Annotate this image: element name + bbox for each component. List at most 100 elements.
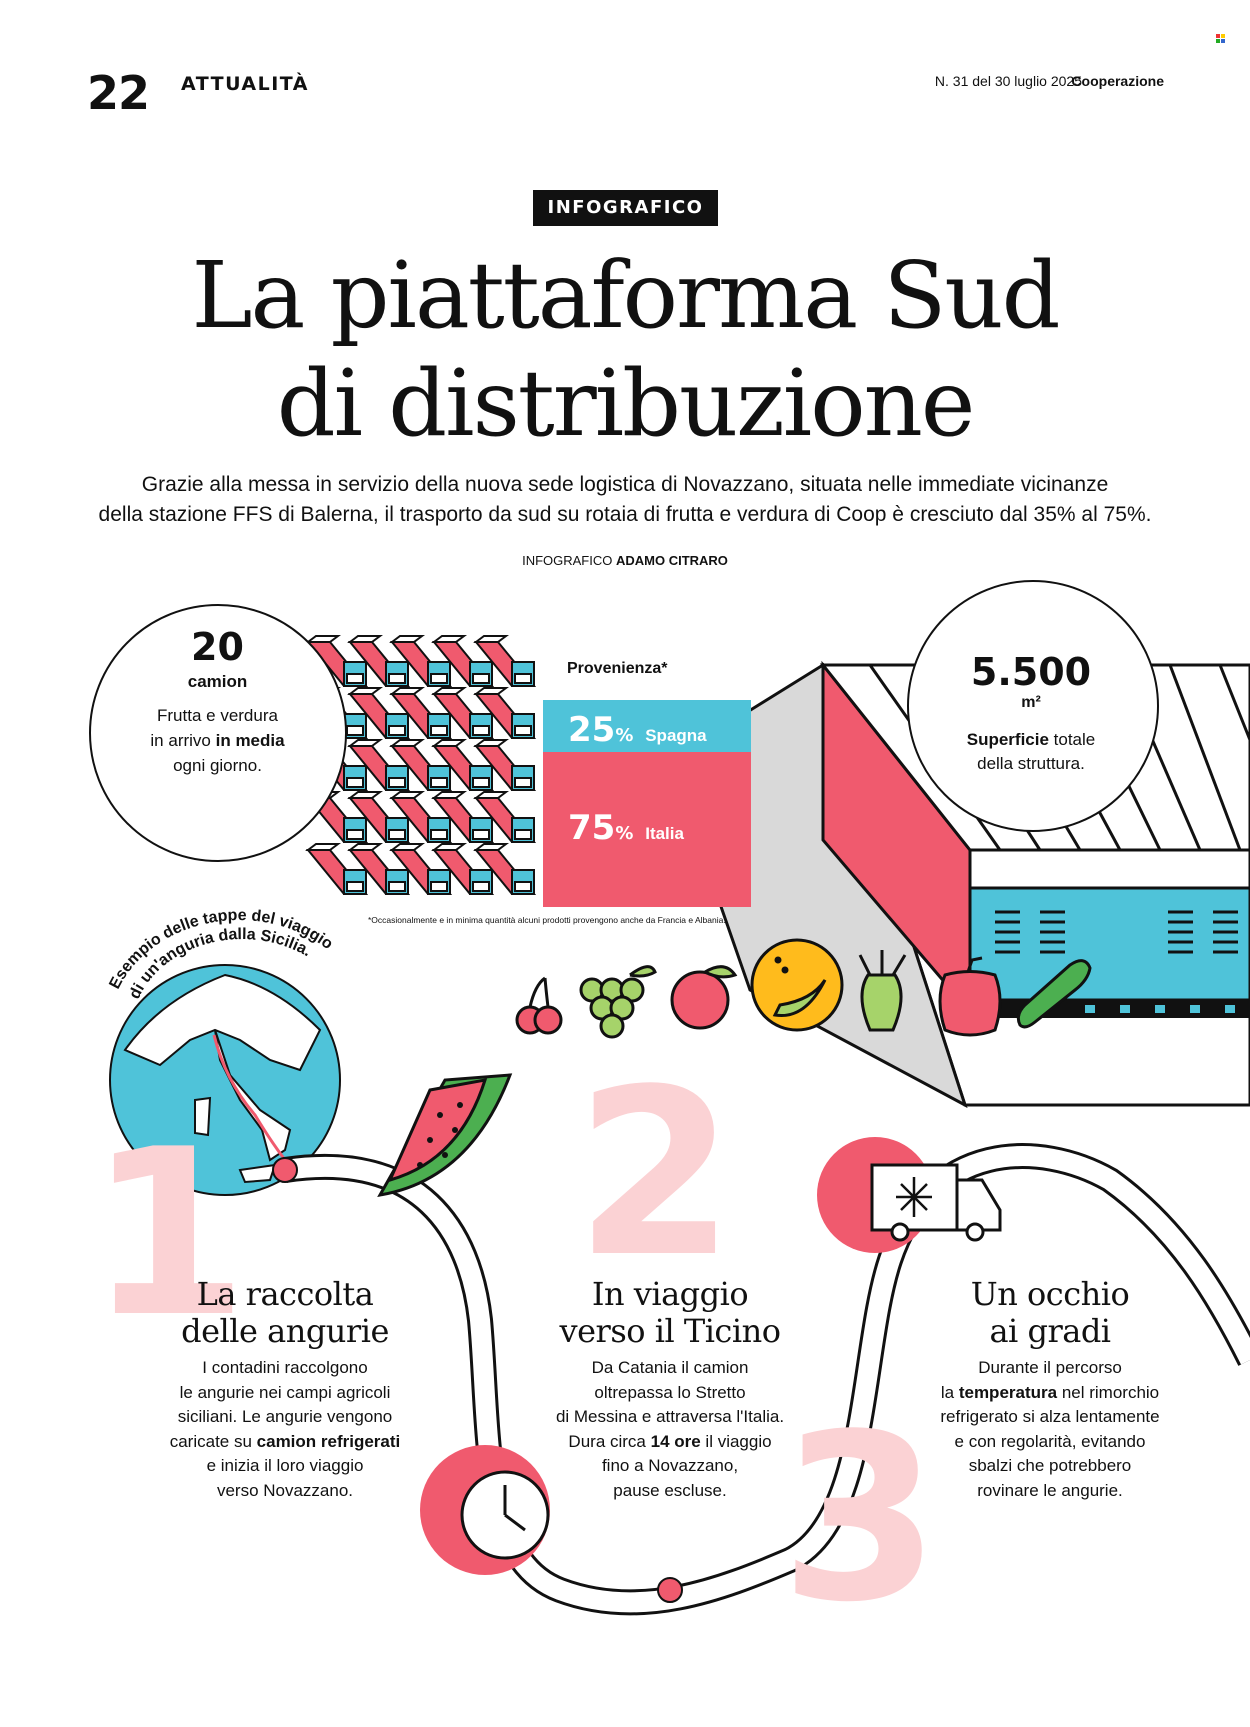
trucks-description: Frutta e verdura in arrivo in media ogni… (130, 703, 305, 778)
truck-roof (389, 843, 425, 851)
truck-grill (346, 673, 364, 684)
step-2-line: pause escluse. (613, 1480, 727, 1500)
truck-grill (430, 725, 448, 736)
truck-roof (473, 791, 509, 799)
step-3-plain: la (940, 1382, 959, 1402)
bar-italia (543, 752, 751, 907)
truck-stack-illustration (305, 635, 537, 895)
step-3-line: rovinare le angurie. (977, 1480, 1123, 1500)
truck-grill (472, 881, 490, 892)
truck-roof (389, 635, 425, 643)
italy-label: Italia (645, 824, 684, 843)
globe-caption: Esempio delle tappe del viaggio di un'an… (106, 907, 336, 1000)
trucks-desc-plain: in arrivo (150, 731, 211, 750)
lede: Grazie alla messa in servizio della nuov… (60, 470, 1190, 530)
step-3-line: la temperatura nel rimorchio (915, 1381, 1185, 1406)
truck-grill (514, 673, 532, 684)
step-1-title-line-1: La raccolta (196, 1275, 374, 1313)
step-1-line: le angurie nei campi agricoli (179, 1382, 391, 1402)
step-2-line: fino a Novazzano, (601, 1456, 739, 1475)
step-number-2: 2 (575, 1041, 736, 1308)
step-2-title-line-1: In viaggio (591, 1275, 749, 1313)
title-line-2: di distribuzione (276, 350, 976, 457)
step-1-line: siciliani. Le angurie vengono (177, 1407, 393, 1426)
truck-roof (431, 687, 467, 695)
trucks-desc-line-1: Frutta e verdura (157, 706, 278, 725)
truck-grill (514, 829, 532, 840)
origin-footnote: *Occasionalmente e in minima quantità al… (368, 915, 726, 925)
globe-map-illustration (109, 964, 341, 1196)
step-2-line: di Messina e attraversa l'Italia. (555, 1407, 785, 1426)
truck-roof (347, 635, 383, 643)
truck-grill (430, 881, 448, 892)
step-2-plain: il viaggio (700, 1431, 772, 1451)
truck-grill (346, 881, 364, 892)
title-line-1: La piattaforma Sud (191, 242, 1060, 349)
credit: INFOGRAFICO ADAMO CITRARO (0, 553, 1250, 568)
area-desc-bold: Superficie (966, 730, 1049, 749)
truck-grill (472, 777, 490, 788)
magazine-name: Cooperazione (1071, 73, 1164, 89)
issue-info: N. 31 del 30 luglio 2025 (934, 73, 1082, 89)
step-1-title: La raccolta delle angurie (150, 1276, 420, 1350)
truck-grill (472, 829, 490, 840)
step-2-line: oltrepassa lo Stretto (594, 1382, 746, 1402)
truck-grill (388, 673, 406, 684)
kicker-badge: INFOGRAFICO (533, 190, 718, 226)
step-3-title: Un occhio ai gradi (915, 1276, 1185, 1350)
truck-roof (473, 843, 509, 851)
route-node-start (272, 1157, 298, 1183)
step-1-plain: caricate su (169, 1431, 257, 1451)
spain-value: 25 (568, 710, 616, 750)
step-2-title-line-2: verso il Ticino (559, 1312, 781, 1350)
credit-name: ADAMO CITRARO (615, 553, 728, 568)
truck-grill (514, 725, 532, 736)
credit-prefix: INFOGRAFICO (522, 553, 613, 568)
truck-grill (346, 829, 364, 840)
trucks-desc-line-2: in arrivo in media (130, 728, 305, 753)
step-3-body: Durante il percorso la temperatura nel r… (915, 1356, 1185, 1503)
area-unit: m² (1021, 694, 1041, 711)
origin-title: Provenienza* (567, 660, 668, 677)
route-path (283, 1143, 1250, 1616)
section-label: ATTUALITÀ (181, 73, 310, 95)
spain-label: Spagna (645, 726, 707, 745)
area-desc-line-1: Superficie totale (916, 728, 1146, 752)
step-3-bold: temperatura (958, 1382, 1058, 1402)
step-1-bold: camion refrigerati (256, 1431, 401, 1451)
logo-icon (1216, 34, 1225, 43)
produce-illustration (515, 938, 1092, 1039)
truck-roof (389, 791, 425, 799)
spain-percent-sign: % (615, 725, 634, 746)
origin-italy: 75% Italia (568, 808, 684, 848)
step-1-title-line-2: delle angurie (181, 1312, 389, 1350)
step-2-title: In viaggio verso il Ticino (540, 1276, 800, 1350)
area-desc-plain: totale (1048, 730, 1096, 749)
truck-roof (473, 687, 509, 695)
step-number-3: 3 (780, 1386, 941, 1653)
step-1-line: e inizia il loro viaggio (206, 1456, 364, 1475)
clock-icon (460, 1470, 550, 1560)
step-3-title-line-1: Un occhio (970, 1275, 1130, 1313)
truck-roof (347, 739, 383, 747)
step-3-line: e con regolarità, evitando (954, 1431, 1146, 1451)
area-description: Superficie totale della struttura. (916, 728, 1146, 776)
truck-roof (347, 791, 383, 799)
step-2-line: Da Catania il camion (591, 1358, 749, 1377)
step-3-line: refrigerato si alza lentamente (940, 1407, 1160, 1426)
refrigerated-truck-icon (870, 1163, 1002, 1242)
trucks-circle (89, 604, 347, 862)
step-number-1: 1 (88, 1101, 249, 1368)
truck-grill (430, 673, 448, 684)
truck-roof (473, 739, 509, 747)
area-number: 5.500 (970, 650, 1092, 694)
watermelon-icon (377, 1073, 513, 1197)
italy-percent-sign: % (615, 823, 634, 844)
truck-roof (347, 687, 383, 695)
step-1-line: I contadini raccolgono (202, 1358, 368, 1377)
truck-grill (346, 777, 364, 788)
truck-roof (473, 635, 509, 643)
truck-grill (388, 829, 406, 840)
truck-grill (346, 725, 364, 736)
